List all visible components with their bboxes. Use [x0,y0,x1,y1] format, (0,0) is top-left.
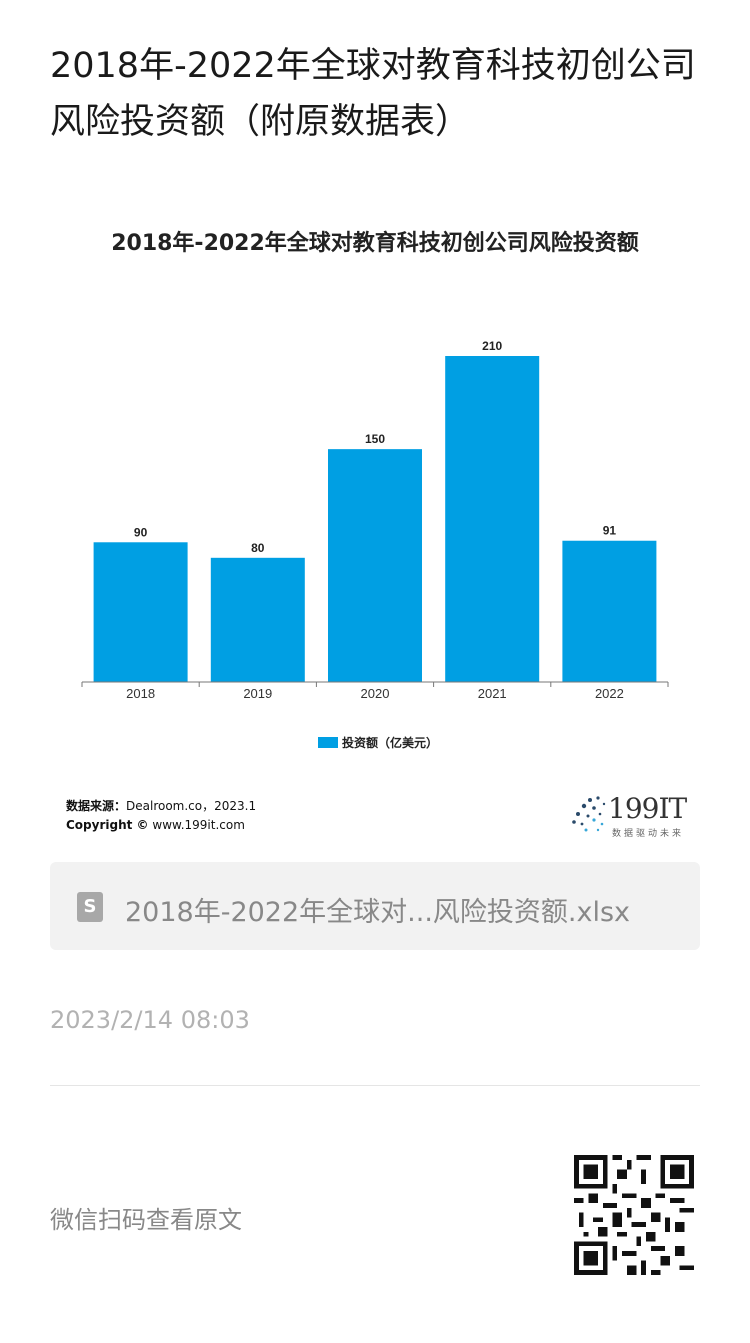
bar-2018 [93,542,188,682]
bar-2022 [562,540,657,682]
attachment-file-name[interactable]: 2018年-2022年全球对...风险投资额.xlsx [125,897,631,928]
source-label: 数据来源： [66,799,127,813]
x-tick-label-2020: 2020 [361,686,390,701]
qr-code-icon[interactable] [574,1155,694,1275]
data-label-2019: 80 [251,541,265,555]
bar-2021 [445,356,540,682]
bar-2019 [210,557,305,682]
article-title: 2018年-2022年全球对教育科技初创公司风险投资额（附原数据表） [50,46,696,142]
spreadsheet-file-icon: S [77,892,103,922]
x-tick-label-2018: 2018 [126,686,155,701]
attachment-card[interactable]: S 2018年-2022年全球对...风险投资额.xlsx [50,862,700,950]
x-tick-label-2022: 2022 [595,686,624,701]
divider [50,1085,700,1086]
publish-timestamp: 2023/2/14 08:03 [50,1006,250,1034]
source-value: Dealroom.co，2023.1 [126,799,257,813]
legend-swatch [318,737,338,748]
read-original-text: 微信扫码查看原文 [50,1206,242,1234]
bar-2020 [328,449,422,682]
chart-title: 2018年-2022年全球对教育科技初创公司风险投资额 [111,231,639,256]
copyright-label: Copyright © [66,818,149,832]
copyright-line: Copyright © www.199it.com [66,818,245,832]
data-label-2022: 91 [603,524,617,538]
x-tick-label-2021: 2021 [478,686,507,701]
data-label-2021: 210 [482,339,502,353]
source-line: 数据来源：Dealroom.co，2023.1 [66,797,256,814]
legend-label: 投资额（亿美元） [342,735,438,750]
data-label-2018: 90 [134,525,148,539]
chart-image: 90 80 150 210 91 2018 2019 2020 2021 2022 投资额（亿美… [50,200,700,850]
bar-chart: 90 80 150 210 91 2018 2019 2020 2021 2022 投资额（亿美… [81,339,669,750]
logo-text: 199IT [608,792,687,825]
data-label-2020: 150 [365,432,385,446]
logo-subtitle: 数据驱动未来 [612,829,685,839]
copyright-value: www.199it.com [152,818,245,832]
199it-logo-icon [572,796,606,832]
x-tick-label-2019: 2019 [243,686,272,701]
